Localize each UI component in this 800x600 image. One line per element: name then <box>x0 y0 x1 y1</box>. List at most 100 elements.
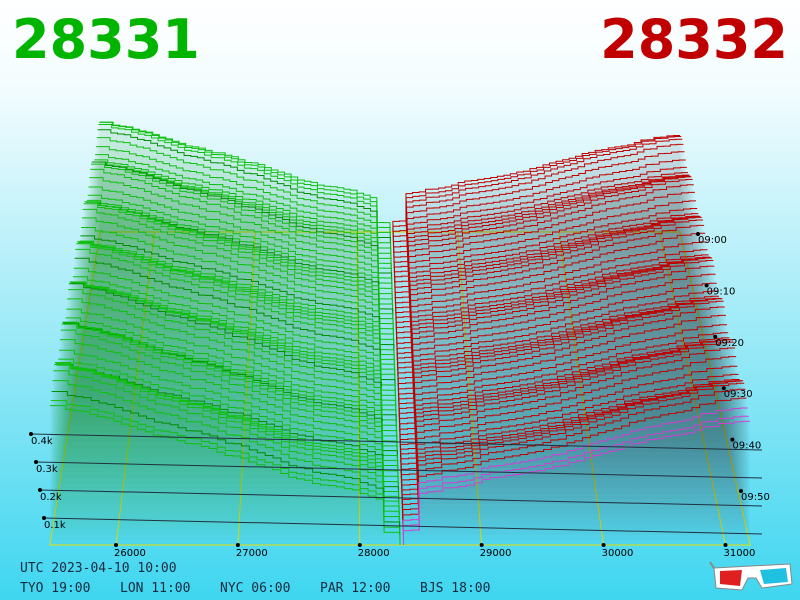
bid-curve <box>75 248 396 386</box>
bid-curve <box>72 276 396 402</box>
bid-curve <box>68 289 397 433</box>
ask-curve <box>394 191 695 299</box>
bid-curve <box>61 323 399 474</box>
bid-curve <box>81 217 395 345</box>
ask-curve <box>395 219 703 335</box>
volume-label: 0.4k <box>31 436 53 447</box>
bid-curve <box>89 177 393 299</box>
ask-curve <box>395 213 699 315</box>
bid-curve <box>88 186 393 304</box>
volume-label: 0.3k <box>36 464 58 475</box>
bid-curve <box>76 243 396 381</box>
price-label: 27000 <box>236 548 268 559</box>
bid-curve <box>90 163 393 289</box>
ask-curve <box>396 254 709 361</box>
volume-tick <box>29 432 33 436</box>
bid-curve <box>80 235 395 356</box>
ask-curve <box>393 159 686 258</box>
ask-curve <box>393 166 687 263</box>
bid-curve <box>59 349 399 489</box>
bid-curve <box>82 208 394 340</box>
ask-curve <box>395 208 698 309</box>
ask-curve <box>396 249 708 356</box>
ask-curve <box>398 297 722 417</box>
ask-curve <box>398 290 718 402</box>
ask-curve <box>401 380 744 515</box>
bid-curve <box>66 308 398 443</box>
ask-curve <box>402 407 748 535</box>
time-tick <box>713 334 718 339</box>
ask-curve <box>395 216 701 325</box>
floor-outline <box>49 231 751 546</box>
ask-price: 28332 <box>600 8 788 71</box>
time-label: 09:00 <box>698 235 727 246</box>
bid-curve <box>98 124 391 243</box>
bid-curve <box>68 283 397 427</box>
ask-curve <box>398 295 720 407</box>
price-tick <box>114 543 118 547</box>
volume-tick <box>42 516 46 520</box>
ask-curve <box>392 138 683 243</box>
volume-line <box>35 461 763 479</box>
bid-curve <box>73 267 396 397</box>
price-tick <box>601 543 606 547</box>
price-grid-line <box>237 231 257 546</box>
volume-line <box>30 433 763 451</box>
ask-curve <box>393 172 689 268</box>
ask-curve <box>401 373 739 494</box>
bid-curve <box>97 129 391 248</box>
price-label: 31000 <box>724 548 756 559</box>
price-tick <box>357 543 362 547</box>
ask-curve <box>402 397 747 530</box>
ask-curve <box>395 215 700 320</box>
ask-curve <box>393 174 690 274</box>
time-tick <box>696 232 700 236</box>
ask-curve <box>401 365 738 489</box>
ask-curve <box>399 314 726 438</box>
ask-curve <box>402 388 746 525</box>
ask-curve <box>396 256 710 366</box>
bid-curve <box>74 257 396 392</box>
depth-curves <box>50 121 750 545</box>
ask-curve <box>396 224 705 340</box>
ask-curve <box>399 337 730 453</box>
bid-curve <box>95 146 392 258</box>
ask-curve <box>393 151 685 253</box>
ask-curve <box>392 136 682 238</box>
ask-curve <box>400 347 736 479</box>
bid-curve <box>58 358 399 494</box>
bid-curve <box>95 154 392 263</box>
ask-curve <box>393 175 691 279</box>
time-label: 09:10 <box>707 286 736 297</box>
time-tick <box>739 489 743 493</box>
utc-time: UTC 2023-04-10 10:00 <box>20 561 177 576</box>
price-label: 26000 <box>114 548 146 559</box>
ask-curve <box>400 339 732 463</box>
bid-curve <box>50 405 401 545</box>
bid-curve <box>67 298 398 438</box>
bid-price: 28331 <box>12 8 200 71</box>
bid-curve <box>50 400 401 540</box>
volume-line <box>39 489 763 507</box>
ask-curve <box>400 339 733 469</box>
ask-curve <box>395 216 702 330</box>
bid-curve <box>53 370 400 525</box>
price-tick <box>723 543 728 547</box>
bid-curve <box>83 203 394 335</box>
ask-curve <box>402 382 745 520</box>
bid-curve <box>94 159 392 268</box>
bid-curve <box>54 363 400 520</box>
bid-curve <box>87 194 393 309</box>
time-label: 09:30 <box>724 389 753 400</box>
ask-curve <box>397 265 715 386</box>
volume-tick <box>38 488 42 492</box>
city-clock: TYO 19:00 <box>20 581 90 596</box>
ask-curve <box>399 332 729 448</box>
time-label: 09:50 <box>741 492 770 503</box>
ask-curve <box>397 273 716 392</box>
price-label: 30000 <box>602 548 634 559</box>
volume-label: 0.2k <box>40 492 62 503</box>
price-grid-line <box>659 231 726 546</box>
bid-curve <box>60 329 399 479</box>
bid-curve <box>52 380 401 530</box>
